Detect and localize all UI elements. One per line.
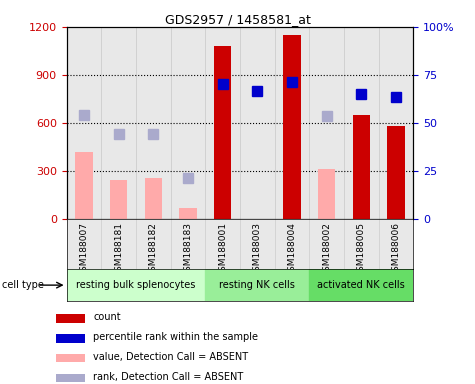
Bar xyxy=(379,219,413,269)
Text: GSM188004: GSM188004 xyxy=(287,222,296,277)
Bar xyxy=(214,46,231,219)
Bar xyxy=(66,219,101,269)
Bar xyxy=(309,269,413,301)
Bar xyxy=(75,152,93,219)
Bar xyxy=(379,27,413,219)
Bar xyxy=(144,178,162,219)
Text: resting NK cells: resting NK cells xyxy=(219,280,295,290)
Bar xyxy=(344,219,379,269)
Bar xyxy=(101,219,136,269)
Bar xyxy=(56,374,85,382)
Bar xyxy=(240,27,275,219)
Bar xyxy=(309,27,344,219)
Bar xyxy=(171,219,205,269)
Text: resting bulk splenocytes: resting bulk splenocytes xyxy=(76,280,196,290)
Bar xyxy=(275,27,309,219)
Bar xyxy=(136,27,171,219)
Bar xyxy=(56,354,85,362)
Text: percentile rank within the sample: percentile rank within the sample xyxy=(94,332,258,342)
Text: count: count xyxy=(94,312,121,322)
Text: GSM188005: GSM188005 xyxy=(357,222,366,277)
Bar xyxy=(344,27,379,219)
Text: cell type: cell type xyxy=(2,280,44,290)
Bar xyxy=(352,115,370,219)
Text: GSM188001: GSM188001 xyxy=(218,222,227,277)
Bar xyxy=(56,314,85,323)
Bar xyxy=(205,27,240,219)
Bar xyxy=(66,27,101,219)
Bar xyxy=(205,269,309,301)
Text: value, Detection Call = ABSENT: value, Detection Call = ABSENT xyxy=(94,352,248,362)
Bar xyxy=(66,269,205,301)
Bar xyxy=(101,27,136,219)
Text: GSM188006: GSM188006 xyxy=(391,222,400,277)
Text: rank, Detection Call = ABSENT: rank, Detection Call = ABSENT xyxy=(94,372,244,382)
Bar xyxy=(171,27,205,219)
Bar xyxy=(318,169,335,219)
Bar xyxy=(136,219,171,269)
Bar xyxy=(309,219,344,269)
Bar xyxy=(179,208,197,219)
Bar xyxy=(110,180,127,219)
Text: GSM188003: GSM188003 xyxy=(253,222,262,277)
Text: activated NK cells: activated NK cells xyxy=(317,280,405,290)
Bar xyxy=(387,126,405,219)
Bar xyxy=(240,219,275,269)
Text: GSM188183: GSM188183 xyxy=(183,222,192,277)
Bar xyxy=(283,35,301,219)
Text: GSM188182: GSM188182 xyxy=(149,222,158,277)
Text: GDS2957 / 1458581_at: GDS2957 / 1458581_at xyxy=(164,13,311,26)
Bar xyxy=(205,219,240,269)
Text: GSM188007: GSM188007 xyxy=(79,222,88,277)
Text: GSM188002: GSM188002 xyxy=(322,222,331,277)
Text: GSM188181: GSM188181 xyxy=(114,222,123,277)
Bar xyxy=(56,334,85,343)
Bar xyxy=(275,219,309,269)
